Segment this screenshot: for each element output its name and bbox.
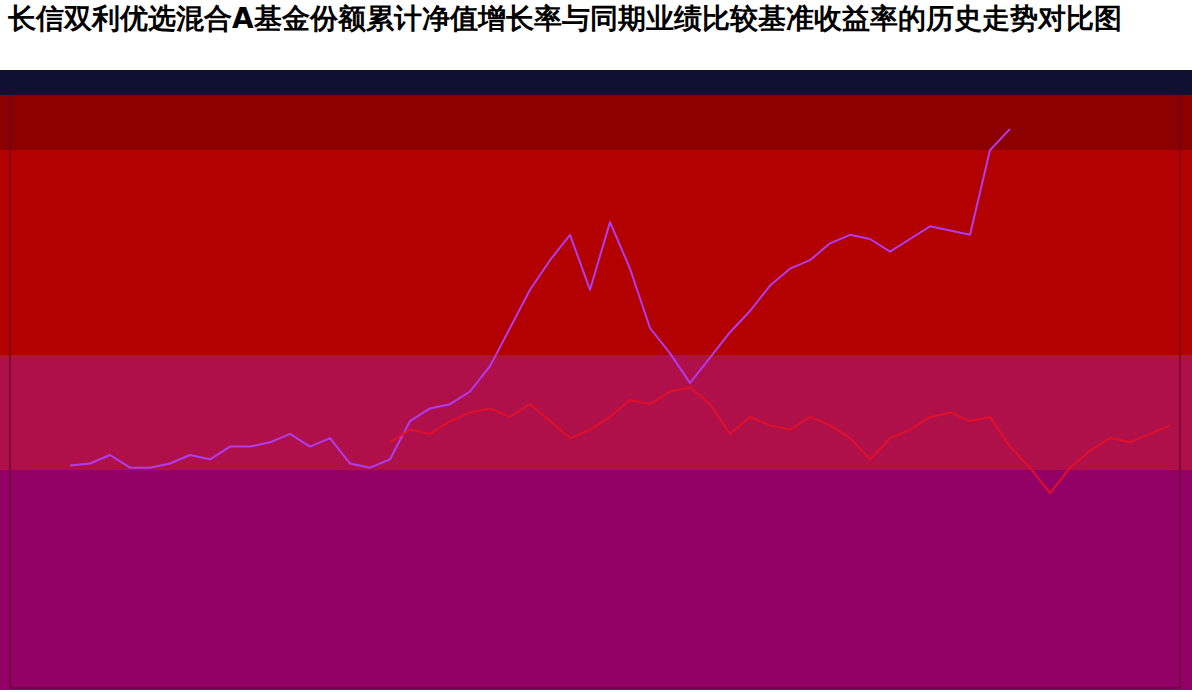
background-band <box>0 470 1192 690</box>
chart-title: 长信双利优选混合A基金份额累计净值增长率与同期业绩比较基准收益率的历史走势对比图 <box>7 2 1122 35</box>
series-line <box>390 387 1170 493</box>
plot-frame <box>10 95 1180 688</box>
background-band <box>0 150 1192 355</box>
background-band <box>0 0 1192 70</box>
background-band <box>0 355 1192 470</box>
series-line <box>70 129 1010 468</box>
background-band <box>0 690 1192 692</box>
plot-lines <box>70 129 1170 493</box>
chart: 长信双利优选混合A基金份额累计净值增长率与同期业绩比较基准收益率的历史走势对比图 <box>0 0 1192 692</box>
background-band <box>0 70 1192 95</box>
background-band <box>0 95 1192 150</box>
